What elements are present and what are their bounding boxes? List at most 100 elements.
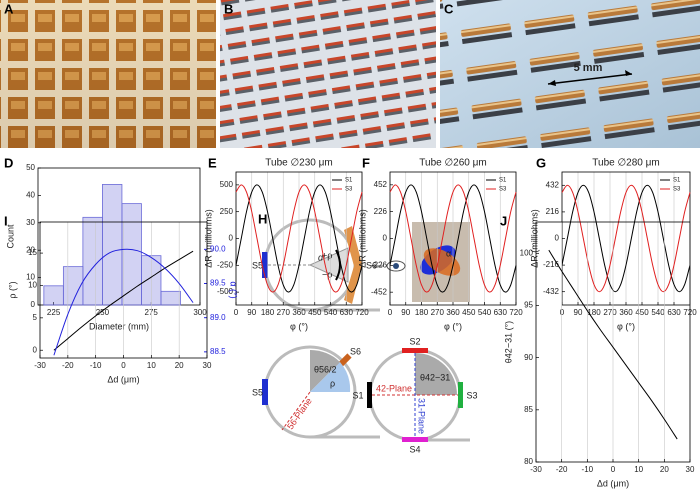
x-tick-label: 540 [478,308,492,317]
y-tick-label: 0 [33,345,38,354]
bar [160,290,181,306]
line [53,248,194,356]
panel-label: I [4,213,8,228]
x-tick-label: 30 [203,361,212,370]
label: 31-Plane [417,398,427,434]
x-tick-label: 540 [651,308,665,317]
rho-wedge [310,362,351,392]
y-tick-label: -250 [217,260,234,269]
line [548,249,678,440]
x-tick-label: 450 [462,308,476,317]
y-tick-label: 226 [374,207,388,216]
y-tick-label: 10 [28,281,37,290]
sensor-s1 [367,382,372,408]
x-tick-label: 630 [494,308,508,317]
x-axis-label: Diameter (mm) [89,321,149,331]
y-axis-label: ΔR (milliohms) [529,209,539,268]
y-tick-label: 20 [26,245,35,254]
x-tick-label: 250 [96,308,110,317]
y-tick-label: -432 [543,287,560,296]
y-tick-label: 90 [524,353,533,362]
bar [82,216,103,306]
y-tick-label: 100 [520,248,534,257]
legend-label: S1 [673,178,681,184]
x-tick-label: 0 [611,465,616,474]
y-tick-label: 0 [555,234,560,243]
line [235,184,363,293]
panel-label: C [444,1,454,16]
x-tick-label: 270 [431,308,445,317]
x-tick-label: -30 [530,465,542,474]
x-tick-label: 630 [340,308,354,317]
chart-title: Tube ∅280 μm [592,158,659,169]
x-tick-label: -10 [90,361,102,370]
label: θ56/2 [314,364,337,374]
x-axis-label: Δd (μm) [107,374,139,384]
y-tick-label: 30 [26,218,35,227]
y-tick-label: 0 [31,300,36,309]
y-tick-label: 50 [26,163,35,172]
y2-tick-label: 88.5 [210,347,226,356]
legend-label: S3 [499,187,507,193]
y-tick-label: 95 [524,301,533,310]
sensor-s5 [262,252,268,278]
y-tick-label: 85 [524,405,533,414]
rho-arrow [335,249,341,281]
x-tick-label: 90 [247,308,256,317]
photo-a-texture [0,0,216,148]
x-tick-label: 0 [560,308,565,317]
x-tick-label: -10 [582,465,594,474]
label: S2 [409,336,420,346]
y-tick-label: 15 [28,248,37,257]
legend-label: S3 [345,187,353,193]
x-tick-label: 270 [277,308,291,317]
y-tick-label: -500 [217,287,234,296]
label: S3 [466,390,477,400]
sensor-s5 [262,379,268,405]
y-axis-label: ΔR (milliohms) [357,209,367,268]
x-tick-label: 20 [660,465,669,474]
y-tick-label: 500 [220,180,234,189]
x-tick-label: 225 [47,308,61,317]
legend-label: S1 [345,178,353,184]
line [389,184,517,293]
y-axis-label: θ42−31 (°) [503,321,513,363]
panel-label: E [208,155,217,170]
plot-frame [235,171,363,306]
bar [121,203,142,306]
legend-label: S1 [499,178,507,184]
line [561,184,691,293]
legend-label: S3 [673,187,681,193]
label: S4 [409,444,420,454]
label: S1 [352,390,363,400]
label: α [446,248,451,258]
theta-wedge [310,349,340,392]
y-tick-label: 452 [374,180,388,189]
y-tick-label: 80 [524,457,533,466]
label: S5 [252,387,263,397]
x-tick-label: 720 [355,308,369,317]
label: S6 [366,260,377,270]
panel-label: B [224,1,233,16]
x-tick-label: 630 [667,308,681,317]
x-tick-label: 90 [574,308,583,317]
photo-b [220,0,436,148]
photo-c-texture [440,0,700,148]
line [389,184,517,293]
x-tick-label: 0 [121,361,126,370]
bar [43,285,64,306]
sensor-s3 [458,382,463,408]
y-tick-label: -216 [543,260,560,269]
y2-tick-label: 89.0 [210,313,226,322]
label: θ42−31 [420,372,450,382]
x-tick-label: 0 [388,308,393,317]
y2-tick-label: 90.0 [210,244,226,253]
x-tick-label: 450 [635,308,649,317]
scale-label: 5 mm [574,62,603,74]
y-tick-label: 0 [383,234,388,243]
y-tick-label: 250 [220,207,234,216]
y-axis-label: Count [5,224,15,249]
y-axis-label: ΔR (milliohms) [203,209,213,268]
label: S5 [252,260,263,270]
